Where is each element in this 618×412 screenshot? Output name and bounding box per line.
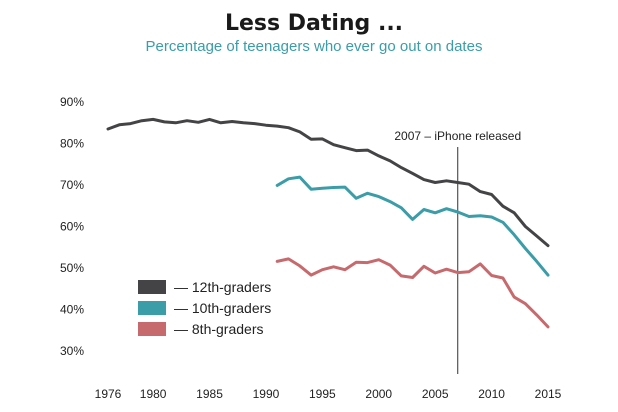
y-tick-label: 50% bbox=[60, 261, 84, 275]
x-axis-ticks: 1976 1980 1985 1990 1995 2000 2005 2010 2015 bbox=[95, 387, 562, 401]
iphone-release-annotation: 2007 – iPhone released bbox=[394, 129, 521, 143]
x-tick-label: 2005 bbox=[422, 387, 449, 401]
legend-label: — 12th-graders bbox=[174, 279, 271, 295]
y-tick-label: 30% bbox=[60, 344, 84, 358]
chart-subtitle: Percentage of teenagers who ever go out … bbox=[146, 38, 483, 55]
y-tick-label: 80% bbox=[60, 137, 84, 151]
legend-label: — 10th-graders bbox=[174, 300, 271, 316]
y-tick-label: 60% bbox=[60, 220, 84, 234]
y-tick-label: 70% bbox=[60, 178, 84, 192]
legend: — 12th-graders — 10th-graders — 8th-grader… bbox=[138, 279, 271, 337]
x-tick-label: 2010 bbox=[478, 387, 505, 401]
legend-swatch bbox=[138, 322, 166, 336]
legend-swatch bbox=[138, 280, 166, 294]
x-tick-label: 1980 bbox=[140, 387, 167, 401]
chart-title: Less Dating ... bbox=[225, 11, 403, 36]
x-tick-label: 1976 bbox=[95, 387, 122, 401]
y-axis-ticks: 90% 80% 70% 60% 50% 40% 30% bbox=[60, 95, 84, 358]
x-tick-label: 1990 bbox=[253, 387, 280, 401]
x-tick-label: 2000 bbox=[365, 387, 392, 401]
x-tick-label: 1995 bbox=[309, 387, 336, 401]
y-tick-label: 90% bbox=[60, 95, 84, 109]
legend-label: — 8th-graders bbox=[174, 321, 263, 337]
series-layer bbox=[106, 117, 550, 329]
x-tick-label: 1985 bbox=[196, 387, 223, 401]
series-line-3 bbox=[275, 257, 550, 329]
y-tick-label: 40% bbox=[60, 303, 84, 317]
legend-swatch bbox=[138, 301, 166, 315]
series-line-2 bbox=[275, 175, 550, 277]
series-line-1 bbox=[106, 117, 550, 248]
x-tick-label: 2015 bbox=[535, 387, 562, 401]
